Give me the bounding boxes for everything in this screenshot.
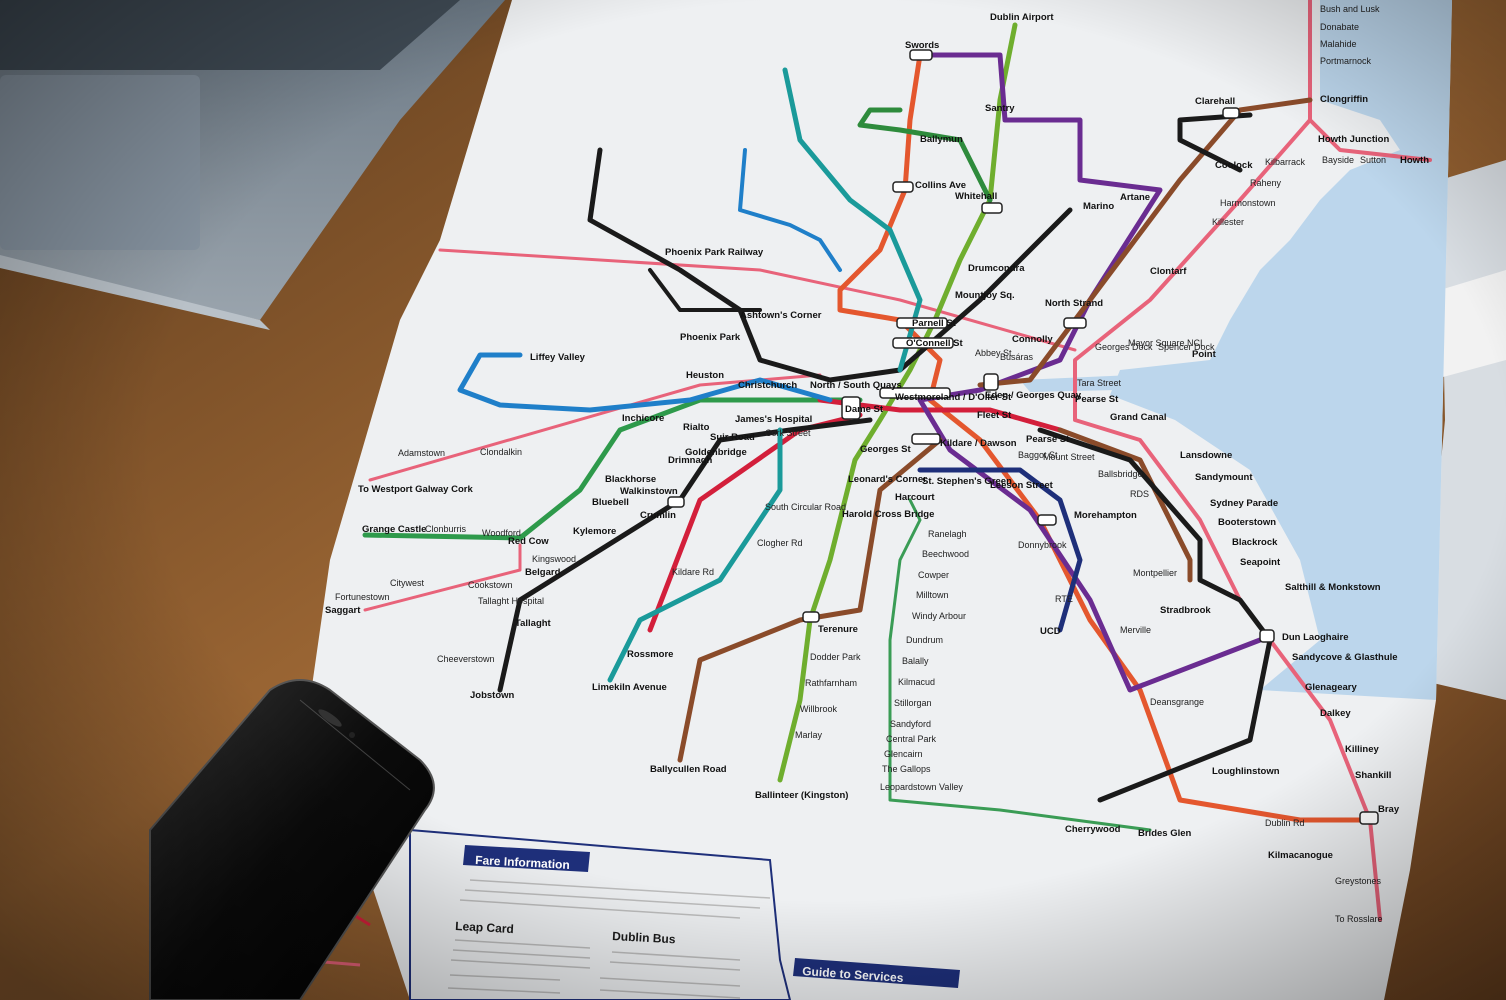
photo-scene: Dublin Airport Swords Ballymun Collins A… [0, 0, 1506, 1000]
vignette-overlay [0, 0, 1506, 1000]
